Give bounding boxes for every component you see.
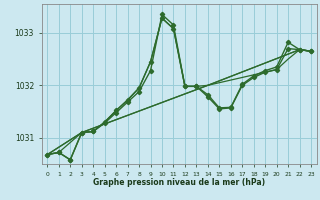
X-axis label: Graphe pression niveau de la mer (hPa): Graphe pression niveau de la mer (hPa) xyxy=(93,178,265,187)
